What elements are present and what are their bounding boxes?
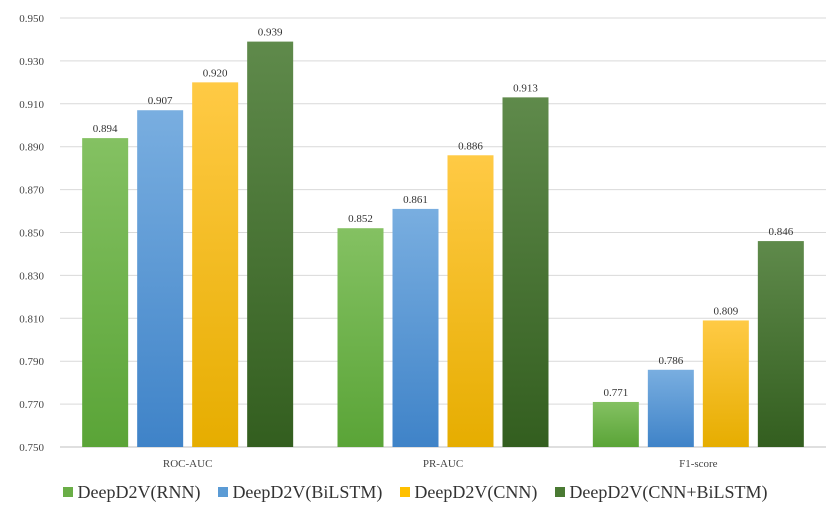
value-label: 0.939 <box>258 27 283 39</box>
value-label: 0.894 <box>93 123 118 135</box>
value-label: 0.771 <box>603 387 628 399</box>
value-label: 0.920 <box>203 67 228 79</box>
legend-label-cnn: DeepD2V(CNN) <box>414 481 538 502</box>
x-category-label: PR-AUC <box>423 458 463 470</box>
y-tick-label: 0.890 <box>19 142 44 154</box>
legend-label-rnn: DeepD2V(RNN) <box>77 481 201 502</box>
legend-item-cnn: DeepD2V(CNN) <box>400 482 537 503</box>
y-axis: 0.750 0.770 0.790 0.810 0.830 0.850 0.870 0.890… <box>19 13 44 454</box>
legend: DeepD2V(RNN) DeepD2V(BiLSTM) DeepD2V(CNN… <box>0 480 831 504</box>
value-labels: 0.894 0.907 0.920 0.939 0.852 0.861 0.886 0.913… <box>93 27 794 399</box>
y-tick-label: 0.910 <box>19 99 44 111</box>
x-category-label: F1-score <box>679 458 718 470</box>
legend-swatch-cnn <box>400 487 411 497</box>
bar-chart: 0.750 0.770 0.790 0.810 0.830 0.850 0.870 0.890… <box>19 13 826 470</box>
y-tick-label: 0.770 <box>19 399 44 411</box>
legend-item-cnn-bilstm: DeepD2V(CNN+BiLSTM) <box>555 481 768 503</box>
gridlines <box>60 17 826 448</box>
y-tick-label: 0.850 <box>19 228 44 240</box>
bar <box>137 110 184 448</box>
y-tick-label: 0.930 <box>19 56 44 68</box>
value-label: 0.786 <box>658 355 683 367</box>
value-label: 0.852 <box>348 213 373 225</box>
bar <box>647 369 694 447</box>
value-label: 0.809 <box>713 305 738 317</box>
y-tick-label: 0.870 <box>19 185 44 197</box>
y-tick-label: 0.950 <box>19 13 44 25</box>
legend-swatch-bilstm <box>218 487 229 497</box>
value-label: 0.861 <box>403 194 428 206</box>
bar <box>447 155 494 447</box>
y-tick-label: 0.790 <box>19 356 44 368</box>
legend-item-bilstm: DeepD2V(BiLSTM) <box>218 482 382 503</box>
bar <box>702 320 749 447</box>
bar <box>592 401 639 447</box>
bar <box>82 138 129 447</box>
x-category-label: ROC-AUC <box>163 458 213 470</box>
y-tick-label: 0.750 <box>19 442 44 454</box>
legend-label-cnn-bilstm: DeepD2V(CNN+BiLSTM) <box>569 481 768 502</box>
bar <box>502 97 549 448</box>
y-tick-label: 0.810 <box>19 313 44 325</box>
legend-swatch-rnn <box>63 487 74 497</box>
legend-label-bilstm: DeepD2V(BiLSTM) <box>232 481 383 502</box>
value-label: 0.886 <box>458 140 483 152</box>
bar <box>392 208 439 447</box>
legend-item-rnn: DeepD2V(RNN) <box>63 482 200 503</box>
y-tick-label: 0.830 <box>19 270 44 282</box>
x-axis: ROC-AUC PR-AUC F1-score <box>163 458 718 470</box>
legend-swatch-cnn-bilstm <box>555 487 566 497</box>
bar <box>247 41 294 447</box>
value-label: 0.913 <box>513 82 538 94</box>
bar <box>337 228 384 447</box>
bar <box>757 241 804 447</box>
value-label: 0.907 <box>148 95 173 107</box>
value-label: 0.846 <box>768 226 793 238</box>
bars <box>82 41 804 448</box>
bar <box>192 82 239 447</box>
